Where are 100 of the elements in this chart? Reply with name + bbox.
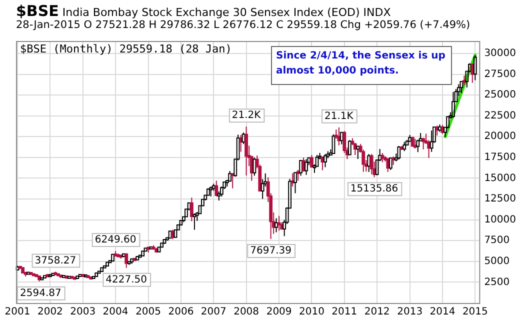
candlestick	[356, 146, 360, 160]
candlestick	[296, 169, 300, 182]
candlestick	[78, 274, 82, 278]
candlestick	[152, 244, 156, 250]
x-tick-label: 2011	[332, 306, 358, 318]
x-tick-label: 2007	[200, 306, 226, 318]
candlestick	[462, 75, 466, 86]
annotation: 7697.39	[250, 246, 292, 257]
x-tick-label: 2012	[364, 306, 390, 318]
candlestick	[402, 141, 406, 152]
candlestick	[56, 273, 60, 276]
candlestick	[127, 260, 131, 266]
candlestick	[154, 247, 158, 254]
candlestick	[410, 136, 414, 148]
candlestick	[252, 157, 256, 176]
candlestick	[46, 273, 50, 278]
candlestick	[76, 275, 80, 280]
x-tick-label: 2003	[70, 306, 96, 318]
x-tick-label: 2001	[4, 306, 30, 318]
x-tick-label: 2002	[37, 306, 63, 318]
candlestick	[122, 253, 126, 258]
y-tick-label: 12500	[484, 194, 516, 205]
candlestick	[190, 197, 194, 222]
candlestick	[332, 134, 336, 154]
candlestick	[26, 272, 30, 275]
candlestick	[386, 158, 390, 172]
annotation: $BSE (Monthly) 29559.18 (28 Jan)	[20, 42, 232, 56]
candlestick	[157, 246, 161, 253]
candlestick	[106, 261, 109, 267]
candlestick	[397, 146, 401, 160]
annotation: 15135.86	[350, 184, 398, 195]
candlestick	[136, 256, 140, 261]
x-tick-label: 2005	[136, 306, 162, 318]
candlestick	[32, 273, 36, 276]
candlestick	[274, 218, 278, 233]
candlestick	[102, 265, 106, 269]
candlestick	[86, 274, 90, 278]
candlestick	[470, 62, 474, 84]
candlestick	[97, 270, 101, 274]
candlestick	[430, 130, 434, 152]
x-tick-label: 2015	[462, 306, 488, 318]
x-tick-label: 2006	[168, 306, 194, 318]
candlestick	[408, 134, 412, 142]
candlestick	[21, 266, 25, 274]
candlestick	[149, 246, 153, 250]
annotation: 21.1K	[324, 111, 354, 122]
candlestick	[179, 220, 183, 226]
candlestick	[64, 275, 68, 279]
y-tick-label: 22500	[484, 110, 516, 122]
x-tick-label: 2010	[299, 306, 324, 318]
candlestick	[337, 126, 341, 146]
x-tick-label: 2014	[430, 306, 456, 318]
candlestick	[473, 54, 477, 81]
candlestick	[62, 275, 66, 278]
candlestick	[324, 153, 327, 168]
candlestick	[370, 154, 374, 175]
candlestick	[460, 80, 464, 94]
x-tick-label: 2004	[102, 306, 128, 318]
y-tick-label: 20000	[484, 131, 516, 142]
candlestick	[244, 126, 248, 176]
annotation: 3758.27	[34, 255, 76, 266]
candlestick	[38, 275, 41, 282]
annotation: 2594.87	[20, 288, 62, 300]
chart-title: $BSE India Bombay Stock Exchange 30 Sensex Index (EOD) INDX	[16, 2, 391, 20]
candlestick	[89, 276, 93, 280]
candlestick	[239, 134, 243, 152]
candlestick	[40, 277, 44, 280]
candlestick	[452, 91, 455, 118]
candlestick	[230, 172, 234, 189]
candlestick	[294, 172, 297, 194]
chart-subtitle: 28-Jan-2015 O 27521.28 H 29786.32 L 26776.12 C 29559.18 Chg +2059.76 (+7.49%)	[16, 19, 470, 31]
candlestick	[92, 276, 96, 280]
candlestick	[59, 274, 63, 278]
candlestick	[304, 158, 308, 176]
candlestick	[388, 157, 392, 171]
y-tick-label: 27500	[484, 68, 516, 80]
candlestick	[141, 250, 145, 256]
candlestick	[168, 230, 172, 239]
candlestick	[100, 267, 104, 272]
y-tick-label: 15000	[484, 172, 516, 184]
y-tick-label: 17500	[484, 152, 516, 164]
y-tick-label: 5000	[484, 256, 510, 268]
candlestick	[119, 254, 123, 260]
x-tick-label: 2008	[234, 306, 260, 318]
candlestick	[43, 274, 46, 279]
candlestick	[348, 140, 352, 156]
candlestick	[138, 254, 142, 258]
y-tick-label: 2500	[484, 276, 510, 288]
annotation: Since 2/4/14, the Sensex is up almost 10,000 points.	[276, 50, 446, 77]
candlestick	[438, 124, 442, 132]
candlestick	[380, 152, 384, 163]
candlestick	[214, 180, 218, 198]
x-tick-label: 2013	[397, 306, 423, 318]
candlestick	[16, 265, 20, 271]
annotation: 6249.60	[94, 234, 136, 246]
candlestick	[320, 156, 324, 171]
candlestick	[84, 274, 88, 278]
x-tick-label: 2009	[266, 306, 292, 318]
candlestick	[228, 170, 232, 182]
candlestick	[162, 238, 166, 244]
